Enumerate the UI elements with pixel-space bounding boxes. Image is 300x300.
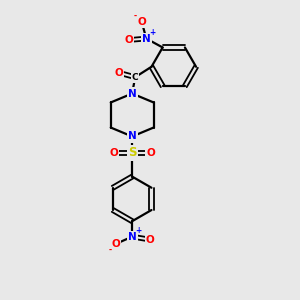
Text: -: -: [134, 12, 137, 21]
Text: +: +: [150, 28, 156, 37]
Text: -: -: [108, 245, 111, 254]
Text: S: S: [128, 146, 136, 159]
Text: O: O: [146, 235, 154, 244]
Text: O: O: [137, 17, 146, 27]
Text: O: O: [124, 35, 133, 45]
Text: O: O: [146, 148, 155, 158]
Text: C: C: [132, 73, 139, 82]
Text: N: N: [142, 34, 151, 44]
Text: O: O: [110, 148, 118, 158]
Text: +: +: [136, 226, 142, 235]
Text: N: N: [128, 131, 136, 142]
Text: N: N: [128, 232, 136, 242]
Text: O: O: [114, 68, 123, 78]
Text: O: O: [111, 239, 120, 249]
Text: N: N: [128, 88, 136, 98]
